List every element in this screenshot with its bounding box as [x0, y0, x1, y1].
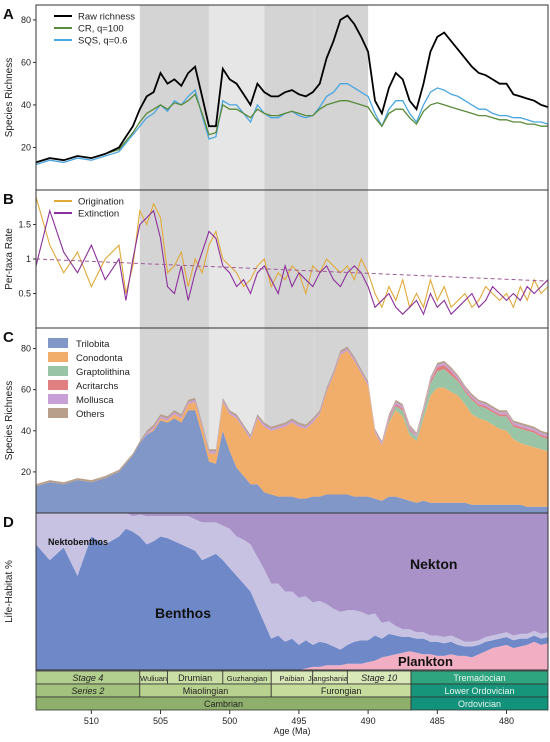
x-tick-label: 495: [291, 716, 306, 726]
timescale: Stage 4 Wuliuan Drumian Guzhangian Paibian Ji…: [35, 670, 549, 711]
legend-label-c: Trilobita: [76, 339, 110, 350]
series-line: [35, 196, 549, 309]
area-nektobenthos: [36, 513, 548, 650]
timescale-series-label: Miaolingian: [183, 686, 229, 696]
legend-swatch-c: [48, 408, 68, 418]
legend-label-a: Raw richness: [78, 12, 135, 23]
label-benthos: Benthos: [155, 605, 211, 621]
area-plankton: [36, 641, 548, 670]
x-axis-label: Age (Ma): [273, 726, 310, 736]
area-trilobita: [36, 410, 548, 513]
timescale-stage-label: Stage 4: [72, 673, 103, 683]
panel-ylabel-D: Life-Habitat %: [4, 560, 15, 623]
panel-ylabel-B: Per-taxa Rate: [4, 228, 15, 290]
legend-label-b: Extinction: [78, 209, 119, 220]
x-tick-label: 500: [222, 716, 237, 726]
y-tick-label-a: 60: [21, 57, 31, 67]
y-tick-label-c: 40: [21, 426, 31, 436]
timescale-system-box: [410, 696, 549, 711]
trend-line: [35, 258, 549, 282]
panel-letter-A: A: [3, 6, 14, 23]
legend-label-c: Others: [76, 409, 105, 420]
y-tick-label-c: 60: [21, 385, 31, 395]
area-benthos: [36, 528, 548, 670]
panel-frame-d: [35, 512, 549, 671]
timescale-stage-label: Paibian: [279, 674, 304, 683]
legend-swatch-c: [48, 394, 68, 404]
timescale-stage-label: Stage 10: [361, 673, 397, 683]
area-nekton: [36, 513, 548, 642]
panel-letter-B: B: [3, 191, 14, 208]
panel-ylabel-C: Species Richness: [4, 381, 15, 460]
timescale-stage-label: Guzhangian: [227, 674, 267, 683]
y-tick-label-c: 20: [21, 467, 31, 477]
label-nekton: Nekton: [410, 556, 457, 572]
area-conodonta: [36, 350, 548, 507]
x-tick-label: 485: [430, 716, 445, 726]
x-tick-label: 480: [499, 716, 514, 726]
legend-swatch-c: [48, 366, 68, 376]
panel-d: Nektobenthos Benthos Nekton Plankton D Life-H…: [3, 512, 549, 671]
timescale-stage-label: Drumian: [178, 673, 212, 683]
series-line: [35, 93, 548, 164]
y-tick-label-b: 0.5: [18, 289, 31, 299]
timescale-system-label: Cambrian: [204, 699, 243, 709]
legend-label-b: Origination: [78, 197, 124, 208]
label-nektobenthos: Nektobenthos: [48, 537, 108, 547]
legend-label-c: Conodonta: [76, 353, 123, 364]
x-axis: 510 505 500 495 490 485 480 Age (Ma): [84, 710, 514, 736]
panel-ylabel-A: Species Richness: [4, 58, 15, 137]
legend-label-c: Mollusca: [76, 395, 114, 406]
label-plankton: Plankton: [398, 654, 453, 669]
timescale-series-label: Series 2: [71, 686, 104, 696]
y-tick-label-b: 1: [26, 254, 31, 264]
series-line: [35, 208, 549, 316]
timescale-series-label: Furongian: [321, 686, 362, 696]
x-tick-label: 505: [153, 716, 168, 726]
legend-swatch-c: [48, 380, 68, 390]
legend-label-c: Graptolithina: [76, 367, 131, 378]
y-tick-label-b: 1.5: [18, 220, 31, 230]
x-tick-label: 490: [361, 716, 376, 726]
timescale-stage-label: Jiangshanian: [308, 674, 352, 683]
y-tick-label-a: 40: [21, 100, 31, 110]
timescale-stage-label: Wuliuan: [140, 674, 167, 683]
legend-swatch-c: [48, 338, 68, 348]
y-tick-label-a: 80: [21, 15, 31, 25]
timescale-series-label: Lower Ordovician: [444, 686, 514, 696]
y-tick-label-c: 80: [21, 344, 31, 354]
panel-letter-C: C: [3, 329, 14, 346]
timescale-stage-label: Tremadocian: [453, 673, 505, 683]
legend-swatch-c: [48, 352, 68, 362]
panel-letter-D: D: [3, 514, 14, 531]
legend-label-a: CR, q=100: [78, 24, 124, 35]
y-tick-label-a: 20: [21, 142, 31, 152]
series-line: [35, 14, 549, 164]
legend-label-a: SQS, q=0.6: [78, 36, 127, 47]
legend-label-c: Acritarchs: [76, 381, 118, 392]
timescale-system-label: Ordovician: [458, 699, 501, 709]
x-tick-label: 510: [84, 716, 99, 726]
